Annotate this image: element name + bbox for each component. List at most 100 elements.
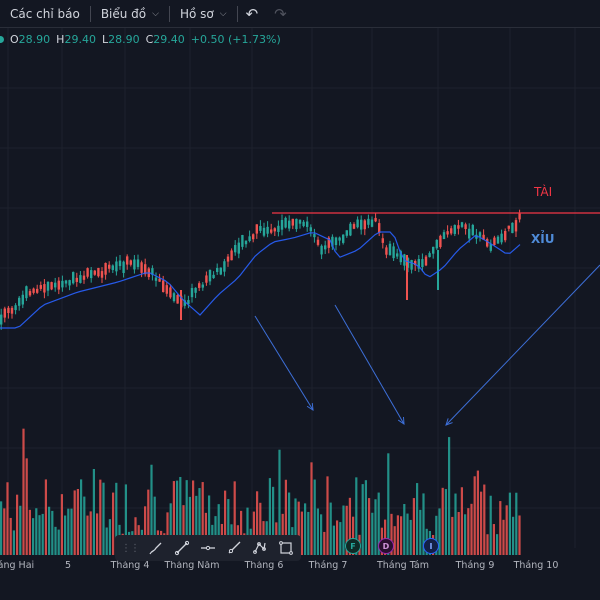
candle-body <box>115 261 118 272</box>
candle-body <box>370 219 374 227</box>
candle-body <box>334 237 338 246</box>
candle-body <box>108 264 111 269</box>
trend-line-icon[interactable] <box>171 537 193 559</box>
candle-body <box>244 240 248 245</box>
volume-bar <box>304 503 307 555</box>
indicators-label: Các chỉ báo <box>10 6 80 21</box>
volume-bar <box>435 515 438 555</box>
candle-body <box>352 224 356 229</box>
profile-dropdown[interactable]: Hồ sơ ⌵ <box>170 0 237 27</box>
volume-bar <box>204 512 207 555</box>
toolbar-divider <box>236 5 238 22</box>
volume-bar <box>284 479 287 555</box>
candle-body <box>316 239 320 245</box>
candle-body <box>97 267 100 277</box>
volume-bar <box>457 511 460 555</box>
volume-bar <box>102 482 105 555</box>
volume-bar <box>316 508 319 555</box>
volume-bar <box>60 494 63 555</box>
candle-body <box>25 286 28 299</box>
volume-bar <box>188 496 191 555</box>
drag-handle-icon[interactable]: ⋮⋮ <box>121 542 140 554</box>
moving-average-line <box>0 231 521 329</box>
event-marker-i[interactable]: I <box>423 538 439 554</box>
arrow-line <box>445 264 600 426</box>
volume-bar <box>28 509 31 555</box>
candle-body <box>32 288 35 293</box>
candle-body <box>460 222 464 227</box>
volume-bar <box>505 505 508 555</box>
volume-bar <box>512 516 515 555</box>
volume-bar <box>150 464 153 555</box>
volume-bar <box>496 534 499 555</box>
candle-body <box>511 222 514 234</box>
volume-bar <box>502 519 505 555</box>
candle-body <box>356 219 359 228</box>
volume-bar <box>390 513 393 555</box>
candle-body <box>363 220 366 230</box>
candle-body <box>414 260 417 266</box>
candle-body <box>399 251 402 263</box>
undo-icon[interactable]: ↶ <box>245 4 259 23</box>
indicators-button[interactable]: Các chỉ báo <box>0 0 90 27</box>
tai-annotation: TÀI <box>534 185 553 199</box>
brush-icon[interactable] <box>145 537 167 559</box>
candle-body <box>219 267 222 275</box>
price-chart[interactable] <box>0 28 600 558</box>
volume-bar <box>329 502 332 555</box>
candle-body <box>129 260 132 265</box>
candle-body <box>270 229 273 233</box>
ohlc-legend: O28.90 H29.40 L28.90 C29.40 +0.50 (+1.73… <box>0 33 281 46</box>
candle-body <box>385 247 388 255</box>
candle-body <box>504 230 507 241</box>
volume-bar <box>96 513 99 555</box>
candle-body <box>144 264 147 275</box>
volume-bar <box>73 490 76 555</box>
volume-bar <box>240 510 243 555</box>
chart-type-dropdown[interactable]: Biểu đồ ⌵ <box>91 0 169 27</box>
volume-bar <box>326 476 329 555</box>
volume-bar <box>44 479 47 555</box>
candle-body <box>68 280 71 286</box>
volume-bar <box>9 517 12 555</box>
candle-body <box>478 232 482 237</box>
rectangle-icon[interactable] <box>275 537 297 559</box>
candle-body <box>54 282 57 288</box>
candle-body <box>190 288 194 298</box>
volume-bar <box>374 499 377 555</box>
event-marker-f[interactable]: F <box>345 538 361 554</box>
candle-body <box>122 261 125 274</box>
chart-type-label: Biểu đồ <box>100 6 147 21</box>
ray-icon[interactable] <box>223 537 245 559</box>
x-axis-label: Tháng 7 <box>308 560 348 571</box>
candle-body <box>158 278 161 282</box>
volume-bar <box>198 488 201 555</box>
node-path-icon[interactable] <box>249 537 271 559</box>
candle-body <box>518 213 521 220</box>
volume-bar <box>6 482 9 555</box>
volume-bar <box>38 515 41 555</box>
volume-bar <box>32 518 35 555</box>
volume-bar <box>153 496 156 555</box>
volume-bar <box>115 482 118 555</box>
candle-body <box>248 236 251 242</box>
volume-bar <box>3 508 6 555</box>
candle-body <box>176 295 179 304</box>
drawing-toolbar: ⋮⋮ <box>115 535 301 561</box>
volume-bar <box>64 515 67 555</box>
x-axis-label: Tháng 4 <box>110 560 150 571</box>
candle-body <box>194 287 197 293</box>
candle-body <box>327 237 330 248</box>
candle-body <box>381 238 384 243</box>
candle-body <box>100 271 104 278</box>
redo-icon[interactable]: ↷ <box>274 4 287 23</box>
chevron-down-icon: ⌵ <box>152 8 159 19</box>
event-marker-d[interactable]: D <box>378 538 394 554</box>
candle-body <box>205 275 208 283</box>
candle-body <box>241 234 244 247</box>
volume-bar <box>0 501 3 555</box>
volume-bar <box>54 526 57 555</box>
volume-bar <box>80 479 83 555</box>
horizontal-line-icon[interactable] <box>197 537 219 559</box>
volume-bar <box>470 503 473 555</box>
